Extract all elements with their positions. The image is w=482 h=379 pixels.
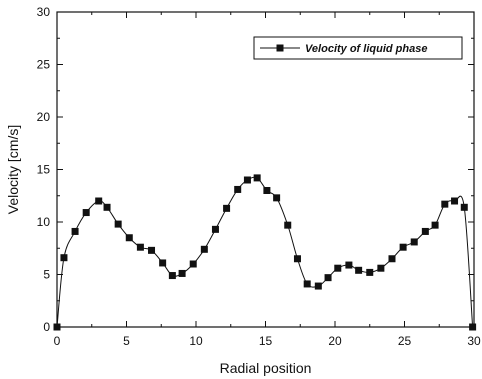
y-tick-label: 0 <box>43 320 50 334</box>
y-tick-label: 30 <box>37 5 51 19</box>
data-point-marker <box>451 197 459 205</box>
data-point-marker <box>377 264 385 272</box>
data-point-marker <box>125 234 133 242</box>
data-point-marker <box>355 266 363 274</box>
axis-ticks <box>56 11 475 328</box>
legend-label: Velocity of liquid phase <box>305 43 427 55</box>
y-tick-label: 15 <box>37 163 51 177</box>
series-markers <box>53 174 477 331</box>
y-tick-label: 10 <box>37 215 51 229</box>
x-tick-label: 25 <box>398 334 412 348</box>
data-point-marker <box>178 269 186 277</box>
y-tick-label: 20 <box>37 110 51 124</box>
x-axis-label: Radial position <box>220 360 312 376</box>
x-tick-label: 20 <box>328 334 342 348</box>
data-point-marker <box>103 203 111 211</box>
x-tick-labels: 0 5 10 15 20 25 30 <box>54 334 481 348</box>
data-point-marker <box>469 323 477 331</box>
data-point-marker <box>60 254 68 262</box>
data-point-marker <box>168 272 176 280</box>
x-tick-label: 15 <box>259 334 273 348</box>
data-point-marker <box>263 187 271 194</box>
data-point-marker <box>324 274 332 282</box>
legend: Velocity of liquid phase <box>253 36 463 60</box>
y-axis-label: Velocity [cm/s] <box>5 125 21 214</box>
data-point-marker <box>410 238 418 246</box>
data-point-marker <box>345 261 353 269</box>
data-point-marker <box>189 260 197 268</box>
data-point-marker <box>273 194 281 202</box>
x-tick-label: 30 <box>467 334 481 348</box>
x-tick-label: 0 <box>54 334 61 348</box>
data-point-marker <box>53 323 61 331</box>
data-point-marker <box>243 176 251 184</box>
legend-marker-square <box>276 44 284 52</box>
data-point-marker <box>223 204 231 212</box>
data-point-marker <box>148 246 156 254</box>
data-point-marker <box>71 227 79 235</box>
y-tick-label: 5 <box>43 268 50 282</box>
data-point-marker <box>136 243 144 251</box>
data-point-marker <box>314 282 322 290</box>
y-tick-label: 25 <box>37 58 51 72</box>
x-tick-label: 10 <box>189 334 203 348</box>
data-point-marker <box>234 185 242 193</box>
y-tick-labels: 0 5 10 15 20 25 30 <box>37 5 51 334</box>
data-point-marker <box>253 174 261 182</box>
data-point-marker <box>200 245 208 253</box>
data-point-marker <box>334 264 342 272</box>
data-point-marker <box>114 220 122 228</box>
data-point-marker <box>431 221 439 229</box>
data-point-marker <box>460 203 468 211</box>
data-point-marker <box>293 255 301 263</box>
legend-box <box>253 36 463 60</box>
data-point-marker <box>95 197 103 205</box>
data-point-marker <box>441 200 449 208</box>
data-point-marker <box>303 280 311 288</box>
data-point-marker <box>284 221 292 229</box>
data-point-marker <box>366 268 374 276</box>
x-tick-label: 5 <box>123 334 130 348</box>
data-point-marker <box>388 255 396 263</box>
data-point-marker <box>399 243 407 251</box>
data-point-marker <box>211 225 219 233</box>
data-point-marker <box>159 259 167 267</box>
series-line-velocity <box>56 176 474 328</box>
data-point-marker <box>82 209 90 217</box>
data-point-marker <box>421 227 429 235</box>
